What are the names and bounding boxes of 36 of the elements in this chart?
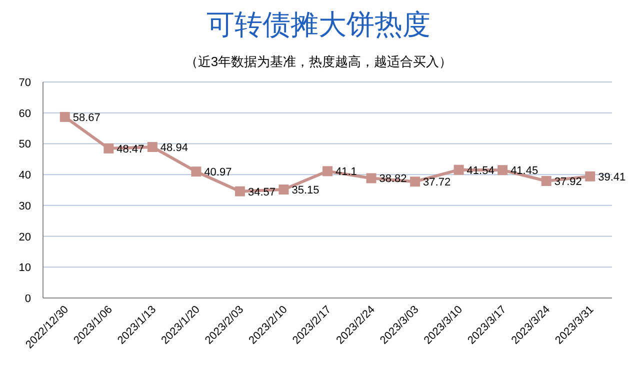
point xyxy=(454,164,464,175)
data-label: 58.67 xyxy=(72,112,100,124)
data-label: 37.92 xyxy=(554,176,582,188)
point xyxy=(104,143,114,154)
point xyxy=(147,142,158,152)
point xyxy=(322,166,332,176)
point xyxy=(541,176,552,186)
point xyxy=(585,171,596,182)
y-tick-label: 0 xyxy=(24,293,31,305)
data-label: 41.54 xyxy=(466,164,494,177)
data-label: 35.15 xyxy=(292,184,320,197)
point xyxy=(366,173,376,184)
y-tick-label: 50 xyxy=(18,138,31,151)
data-label: 41.1 xyxy=(336,166,357,178)
data-label: 48.47 xyxy=(116,143,144,156)
data-label: 37.72 xyxy=(423,176,451,189)
point xyxy=(234,186,245,196)
point xyxy=(278,184,289,195)
y-tick-label: 20 xyxy=(18,231,31,244)
y-tick-label: 70 xyxy=(18,77,31,89)
chart-subtitle: （近3年数据为基准，热度越高，越适合买入） xyxy=(184,54,452,69)
y-tick-label: 10 xyxy=(18,262,31,274)
data-label: 38.82 xyxy=(379,173,407,186)
data-label: 48.94 xyxy=(160,142,188,154)
point xyxy=(191,166,202,177)
chart-title: 可转债摊大饼热度 xyxy=(206,8,430,41)
data-label: 34.57 xyxy=(248,186,276,198)
y-tick-label: 30 xyxy=(18,200,31,212)
data-label: 39.41 xyxy=(598,171,626,184)
point xyxy=(410,176,420,187)
point xyxy=(60,112,70,122)
point xyxy=(498,165,508,176)
y-tick-label: 40 xyxy=(18,170,31,182)
y-tick-label: 60 xyxy=(18,108,31,120)
data-label: 41.45 xyxy=(510,165,538,178)
data-label: 40.97 xyxy=(204,166,232,179)
